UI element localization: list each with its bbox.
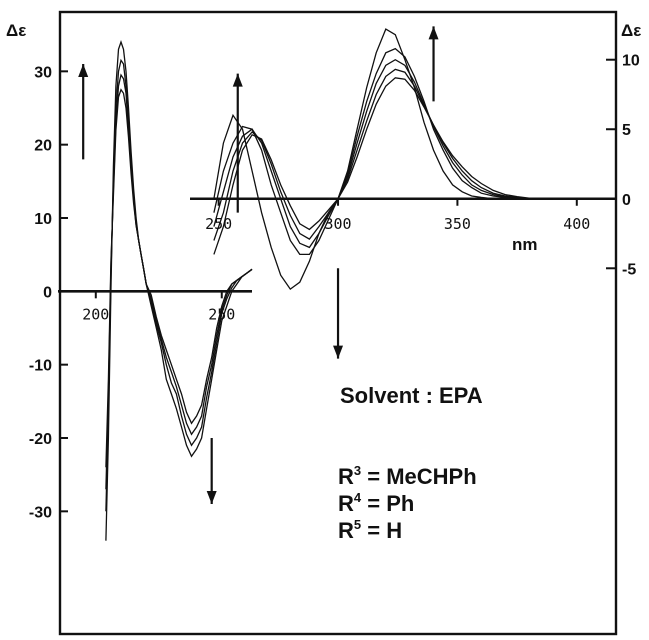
inset-curves	[213, 28, 553, 291]
inset-series-3	[213, 58, 553, 249]
main-y-tick-label: 30	[34, 64, 52, 81]
inset-increase-arrow-icon-2	[428, 26, 439, 40]
inset-series-2	[213, 47, 553, 256]
main-y-tick-label: -10	[29, 358, 52, 375]
r4-superscript: 4	[354, 490, 362, 505]
r5-value: = H	[361, 518, 402, 543]
main-y-tick-label: 0	[43, 284, 52, 301]
plot-frame	[58, 10, 618, 636]
inset-x-unit-label: nm	[512, 235, 538, 254]
r5-annotation: R5 = H	[338, 517, 402, 543]
inset-x-tick-label: 250	[205, 215, 232, 233]
r3-annotation: R3 = MeCHPh	[338, 463, 477, 489]
main-y-tick-label: 10	[34, 211, 52, 228]
main-axes: 30 20 10 0 -10 -20 -30 200 250	[29, 64, 252, 521]
inset-y-unit-label: Δε	[621, 21, 641, 40]
main-y-tick-label: -20	[29, 431, 52, 448]
r3-superscript: 3	[354, 463, 361, 478]
inset-y-tick-label: 10	[622, 53, 640, 70]
main-series-3	[105, 73, 253, 490]
inset-x-tick-label: 350	[444, 215, 471, 233]
r4-symbol: R	[338, 491, 354, 516]
inset-series-1	[213, 28, 553, 291]
inset-decrease-arrow-icon	[333, 345, 344, 359]
r5-superscript: 5	[354, 517, 361, 532]
inset-y-tick-label: 5	[622, 122, 631, 139]
r5-symbol: R	[338, 518, 354, 543]
inset-series-5	[213, 77, 553, 255]
main-decrease-arrow-icon	[206, 491, 217, 504]
inset-y-tick-label: -5	[622, 261, 636, 278]
inset-x-tick-label: 300	[324, 215, 351, 233]
inset-series-4	[213, 68, 553, 241]
main-curves	[105, 39, 253, 541]
r4-value: = Ph	[361, 491, 414, 516]
inset-y-tick-label: 0	[622, 192, 631, 209]
main-series-1	[105, 39, 253, 541]
solvent-annotation: Solvent : EPA	[340, 383, 483, 408]
inset-increase-arrow-icon-1	[232, 73, 243, 87]
main-series-2	[105, 58, 253, 512]
r4-annotation: R4 = Ph	[338, 490, 414, 516]
r3-value: = MeCHPh	[361, 464, 477, 489]
main-increase-arrow-icon	[78, 64, 89, 77]
main-x-tick-label: 200	[82, 305, 109, 323]
main-y-tick-label: 20	[34, 138, 52, 155]
main-y-unit-label: Δε	[6, 21, 26, 40]
arrows	[78, 26, 439, 504]
main-y-tick-label: -30	[29, 504, 52, 521]
r3-symbol: R	[338, 464, 354, 489]
main-series-4	[105, 88, 253, 468]
inset-x-tick-label: 400	[563, 215, 590, 233]
